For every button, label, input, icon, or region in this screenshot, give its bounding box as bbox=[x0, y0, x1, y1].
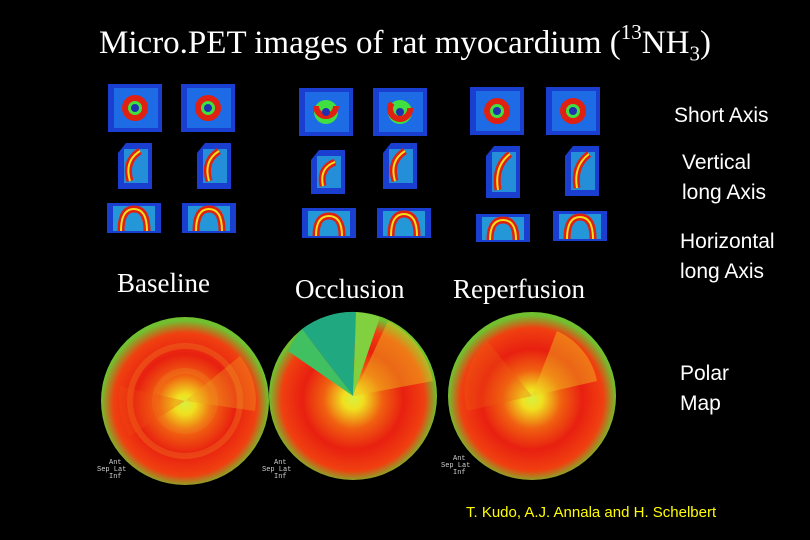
polar-map-reperfusion bbox=[447, 311, 617, 481]
pet-image-occlusion-horizontal-long-axis-1 bbox=[302, 208, 356, 238]
label-short-axis: Short Axis bbox=[674, 104, 769, 127]
label-vertical-long-axis: Vertical long Axis bbox=[682, 151, 767, 204]
polar-legend-occlusion: Ant Sep Lat Inf bbox=[262, 459, 292, 481]
pet-image-reperfusion-vertical-long-axis-2 bbox=[565, 146, 599, 196]
pet-image-occlusion-vertical-long-axis-1 bbox=[311, 150, 345, 194]
label-occlusion: Occlusion bbox=[295, 274, 405, 304]
polar-legend-reperfusion: Ant Sep Lat Inf bbox=[441, 455, 471, 477]
pet-image-baseline-vertical-long-axis-2 bbox=[197, 143, 231, 189]
label-polar-map: Polar Map bbox=[680, 362, 730, 415]
pet-image-baseline-short-axis-1 bbox=[108, 84, 162, 132]
polar-legend-baseline: Ant Sep Lat Inf bbox=[97, 459, 127, 481]
formula-subscript: 3 bbox=[689, 41, 700, 66]
pet-image-reperfusion-horizontal-long-axis-2 bbox=[553, 211, 607, 241]
pet-image-baseline-horizontal-long-axis-2 bbox=[182, 203, 236, 233]
pet-image-reperfusion-short-axis-1 bbox=[470, 87, 524, 135]
credit-authors: T. Kudo, A.J. Annala and H. Schelbert bbox=[466, 504, 717, 521]
label-baseline: Baseline bbox=[117, 268, 210, 298]
pet-image-reperfusion-short-axis-2 bbox=[546, 87, 600, 135]
pet-image-occlusion-short-axis-1 bbox=[299, 88, 353, 136]
pet-image-reperfusion-horizontal-long-axis-1 bbox=[476, 214, 530, 242]
label-reperfusion: Reperfusion bbox=[453, 274, 585, 304]
isotope-mass-number: 13 bbox=[620, 20, 642, 44]
pet-image-baseline-horizontal-long-axis-1 bbox=[107, 203, 161, 233]
pet-image-occlusion-short-axis-2 bbox=[373, 88, 427, 136]
pet-image-baseline-vertical-long-axis-1 bbox=[118, 143, 152, 189]
pet-image-baseline-short-axis-2 bbox=[181, 84, 235, 132]
polar-map-baseline bbox=[100, 316, 270, 486]
pet-image-occlusion-horizontal-long-axis-2 bbox=[377, 208, 431, 238]
pet-image-occlusion-vertical-long-axis-2 bbox=[383, 143, 417, 189]
label-horizontal-long-axis: Horizontal long Axis bbox=[680, 230, 775, 283]
pet-image-reperfusion-vertical-long-axis-1 bbox=[486, 146, 520, 198]
page-title: Micro.PET images of rat myocardium (13NH… bbox=[99, 20, 711, 66]
polar-map-occlusion bbox=[268, 311, 438, 481]
